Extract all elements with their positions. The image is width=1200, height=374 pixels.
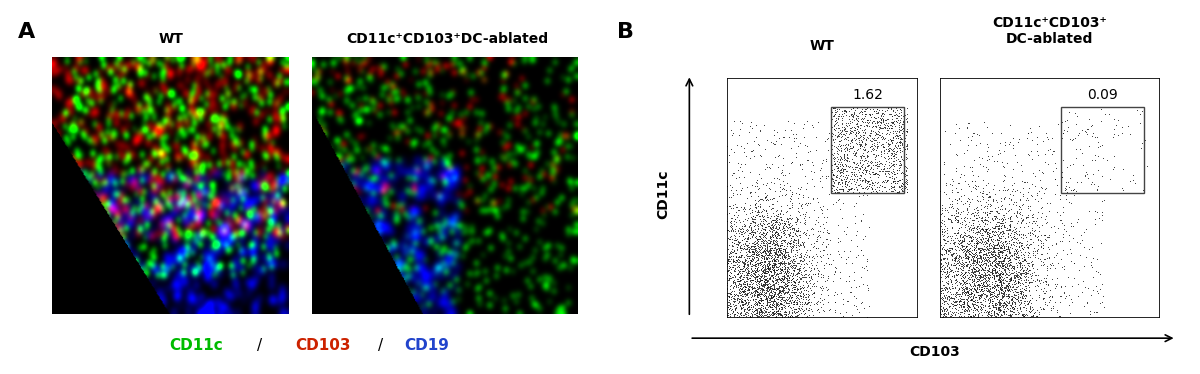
Text: /: / xyxy=(257,338,263,353)
Text: CD11c⁺CD103⁺
DC-ablated: CD11c⁺CD103⁺ DC-ablated xyxy=(992,16,1108,46)
Text: WT: WT xyxy=(158,33,182,46)
Text: CD103: CD103 xyxy=(908,345,960,359)
Text: CD11c⁺CD103⁺DC-ablated: CD11c⁺CD103⁺DC-ablated xyxy=(346,33,548,46)
Text: CD19: CD19 xyxy=(404,338,450,353)
Text: CD11c: CD11c xyxy=(656,169,671,219)
Text: CD11c: CD11c xyxy=(169,338,223,353)
Text: A: A xyxy=(18,22,35,42)
Text: CD103: CD103 xyxy=(295,338,352,353)
Text: B: B xyxy=(617,22,635,42)
Text: /: / xyxy=(378,338,384,353)
Text: WT: WT xyxy=(810,39,834,53)
